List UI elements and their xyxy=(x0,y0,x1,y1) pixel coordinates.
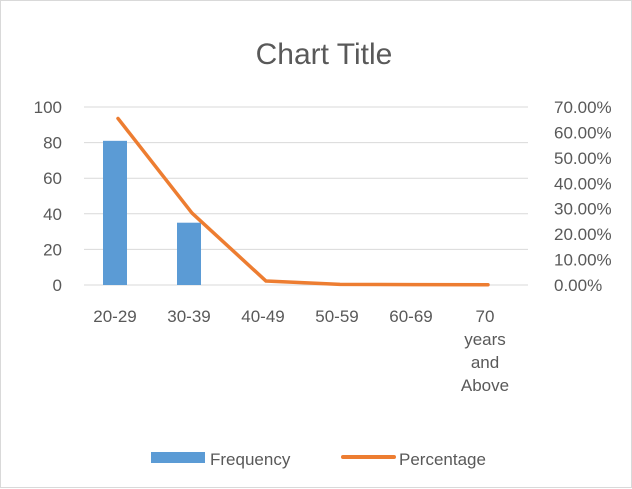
left-tick-label: 100 xyxy=(34,98,62,117)
category-label: 20-29 xyxy=(93,307,136,326)
left-tick-label: 0 xyxy=(53,276,62,295)
right-tick-label: 70.00% xyxy=(554,98,612,117)
category-axis-labels: 20-29 30-39 40-49 50-59 60-69 70 years and Above xyxy=(93,307,509,395)
category-label: 60-69 xyxy=(389,307,432,326)
left-tick-label: 60 xyxy=(43,169,62,188)
legend-label-frequency: Frequency xyxy=(210,450,291,469)
category-label: 70 xyxy=(476,307,495,326)
legend: Frequency Percentage xyxy=(151,450,486,469)
gridlines xyxy=(84,106,528,286)
right-tick-label: 50.00% xyxy=(554,149,612,168)
category-label: 50-59 xyxy=(315,307,358,326)
category-label: 30-39 xyxy=(167,307,210,326)
category-label: and xyxy=(471,353,499,372)
category-label: years xyxy=(464,330,506,349)
chart-title: Chart Title xyxy=(256,38,393,71)
right-tick-label: 60.00% xyxy=(554,123,612,142)
left-tick-label: 20 xyxy=(43,240,62,259)
bar-20-29 xyxy=(103,140,127,285)
right-tick-label: 40.00% xyxy=(554,174,612,193)
bar-30-39 xyxy=(177,222,201,285)
category-label: Above xyxy=(461,376,509,395)
right-tick-label: 10.00% xyxy=(554,251,612,270)
legend-swatch-frequency xyxy=(151,452,205,463)
right-tick-label: 0.00% xyxy=(554,276,602,295)
left-tick-label: 80 xyxy=(43,134,62,153)
percentage-line xyxy=(116,116,490,287)
category-label: 40-49 xyxy=(241,307,284,326)
right-axis-ticks: 0.00% 10.00% 20.00% 30.00% 40.00% 50.00% 60.00… xyxy=(554,98,612,295)
left-tick-label: 40 xyxy=(43,205,62,224)
frequency-bars xyxy=(103,140,201,285)
legend-label-percentage: Percentage xyxy=(399,450,486,469)
percentage-series-line xyxy=(116,116,490,287)
right-tick-label: 20.00% xyxy=(554,225,612,244)
right-tick-label: 30.00% xyxy=(554,200,612,219)
left-axis-ticks: 0 20 40 60 80 100 xyxy=(34,98,62,295)
